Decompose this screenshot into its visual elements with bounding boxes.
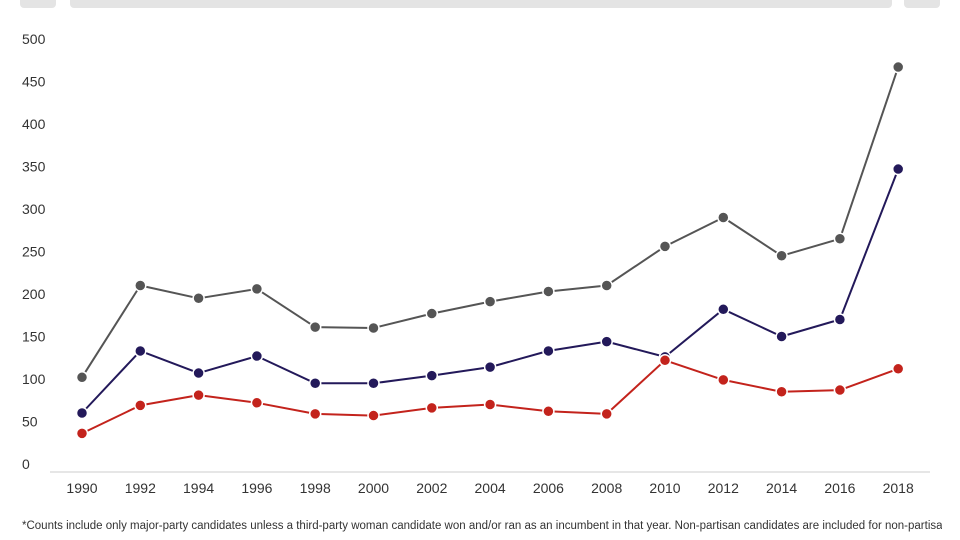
data-point[interactable] <box>425 401 439 415</box>
data-point[interactable] <box>483 295 497 308</box>
data-point[interactable] <box>891 362 905 376</box>
data-point[interactable] <box>367 377 380 390</box>
data-point[interactable] <box>833 383 847 397</box>
x-tick-label: 2012 <box>708 480 739 496</box>
series-lines <box>81 66 900 435</box>
data-point[interactable] <box>250 349 264 363</box>
data-point[interactable] <box>658 354 672 367</box>
y-tick-label: 50 <box>22 414 38 430</box>
data-point[interactable] <box>75 371 89 384</box>
y-tick-label: 500 <box>22 31 46 47</box>
data-point[interactable] <box>250 282 264 296</box>
data-point[interactable] <box>600 407 613 421</box>
data-point[interactable] <box>425 307 439 320</box>
top-toolbar <box>0 0 960 10</box>
x-tick-label: 2004 <box>475 480 506 496</box>
data-point[interactable] <box>483 398 497 411</box>
y-tick-label: 200 <box>22 286 46 302</box>
data-point[interactable] <box>717 211 730 224</box>
data-point[interactable] <box>891 162 905 176</box>
data-point[interactable] <box>192 388 205 402</box>
data-point[interactable] <box>658 240 672 253</box>
x-tick-label: 2000 <box>358 480 389 496</box>
x-tick-label: 2010 <box>649 480 680 496</box>
series-points <box>75 60 905 440</box>
x-tick-label: 2008 <box>591 480 622 496</box>
x-tick-label: 2014 <box>766 480 797 496</box>
x-tick-label: 1994 <box>183 480 214 496</box>
x-axis-ticks: 1990 1992 1994 1996 1998 2000 2002 2004 2006 2008… <box>66 480 914 496</box>
y-tick-label: 350 <box>22 159 46 175</box>
y-tick-label: 100 <box>22 371 46 387</box>
data-point[interactable] <box>542 285 555 298</box>
data-point[interactable] <box>717 303 730 316</box>
data-point[interactable] <box>308 320 322 334</box>
data-point[interactable] <box>833 313 847 326</box>
data-point[interactable] <box>75 406 89 420</box>
x-tick-label: 1996 <box>241 480 272 496</box>
series-line-0 <box>81 66 900 378</box>
y-tick-label: 300 <box>22 201 46 217</box>
data-point[interactable] <box>134 279 147 292</box>
x-tick-label: 2016 <box>824 480 855 496</box>
data-point[interactable] <box>833 232 847 245</box>
data-point[interactable] <box>542 405 555 418</box>
data-point[interactable] <box>367 409 380 422</box>
x-tick-label: 2018 <box>883 480 914 496</box>
data-point[interactable] <box>134 399 147 412</box>
data-point[interactable] <box>367 321 380 335</box>
data-point[interactable] <box>483 360 497 374</box>
data-point[interactable] <box>425 369 439 382</box>
series-line-1 <box>81 168 900 414</box>
data-point[interactable] <box>308 407 322 421</box>
y-tick-label: 450 <box>22 74 46 90</box>
data-point[interactable] <box>542 344 555 358</box>
y-tick-label: 250 <box>22 244 46 260</box>
y-tick-label: 0 <box>22 456 30 472</box>
data-point[interactable] <box>775 249 788 262</box>
y-tick-label: 400 <box>22 116 46 132</box>
x-tick-label: 2002 <box>416 480 447 496</box>
data-point[interactable] <box>192 292 205 305</box>
data-point[interactable] <box>717 373 730 387</box>
data-point[interactable] <box>600 335 613 348</box>
y-tick-label: 150 <box>22 329 46 345</box>
data-point[interactable] <box>192 366 205 380</box>
data-point[interactable] <box>75 427 89 440</box>
toolbar-left-button[interactable] <box>20 0 56 8</box>
x-tick-label: 1998 <box>300 480 331 496</box>
data-point[interactable] <box>775 385 788 398</box>
y-axis-ticks: 0 50 100 150 200 250 300 350 400 450 500 <box>22 31 46 472</box>
data-point[interactable] <box>891 60 905 74</box>
toolbar-right-button[interactable] <box>904 0 940 8</box>
data-point[interactable] <box>308 377 322 390</box>
footnote: *Counts include only major-party candida… <box>22 520 942 532</box>
data-point[interactable] <box>134 344 147 358</box>
x-tick-label: 1990 <box>66 480 97 496</box>
data-point[interactable] <box>775 330 788 343</box>
data-point[interactable] <box>250 396 264 410</box>
x-tick-label: 2006 <box>533 480 564 496</box>
data-point[interactable] <box>600 279 613 292</box>
x-tick-label: 1992 <box>125 480 156 496</box>
toolbar-search-bar[interactable] <box>70 0 892 8</box>
